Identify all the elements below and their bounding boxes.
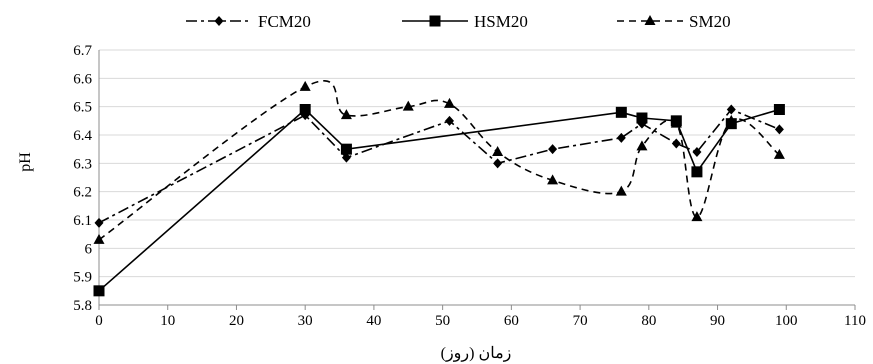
y-tick-label: 5.8 xyxy=(73,298,92,314)
x-tick-label: 80 xyxy=(641,313,656,329)
data-point xyxy=(615,106,627,118)
y-tick-label: 6.5 xyxy=(73,100,92,116)
legend-marker xyxy=(214,16,224,26)
data-point xyxy=(93,233,105,244)
series-HSM20 xyxy=(93,104,785,297)
legend-item: FCM20 xyxy=(186,12,311,31)
data-point xyxy=(726,104,736,115)
y-tick-label: 6.2 xyxy=(73,185,92,201)
y-tick-label: 6.7 xyxy=(73,43,92,59)
series-line xyxy=(98,108,780,292)
series-line xyxy=(98,108,780,224)
x-tick-label: 40 xyxy=(366,313,381,329)
data-point xyxy=(615,185,627,196)
x-tick-label: 110 xyxy=(844,313,866,329)
y-axis-title: pH xyxy=(17,152,34,172)
x-tick-label: 60 xyxy=(504,313,519,329)
data-point xyxy=(548,144,558,155)
data-point xyxy=(691,211,703,222)
series-lines xyxy=(93,80,785,297)
legend-item: HSM20 xyxy=(402,12,528,31)
legend-item: SM20 xyxy=(617,12,731,31)
x-tick-label: 20 xyxy=(229,313,244,329)
x-tick-label: 70 xyxy=(573,313,588,329)
y-tick-label: 5.9 xyxy=(73,270,92,286)
data-point xyxy=(616,132,626,143)
data-point xyxy=(725,114,737,125)
series-FCM20 xyxy=(94,104,784,228)
data-point xyxy=(493,158,503,169)
y-tick-label: 6 xyxy=(85,241,93,257)
y-tick-label: 6.4 xyxy=(73,128,92,144)
legend: FCM20 HSM20 SM20 xyxy=(186,12,731,31)
y-tick-label: 6.1 xyxy=(73,213,92,229)
data-point xyxy=(444,97,456,108)
tick-labels: 5.8 5.9 6 6.1 6.2 6.3 6.4 6.5 6.6 6.7 0 10 20 30 40 50 6… xyxy=(73,43,866,329)
data-point xyxy=(402,100,414,111)
x-tick-label: 90 xyxy=(710,313,725,329)
series-line xyxy=(98,80,780,241)
data-point xyxy=(340,109,352,120)
legend-marker xyxy=(429,15,441,27)
data-point xyxy=(445,115,455,126)
data-point xyxy=(774,124,784,135)
legend-label: SM20 xyxy=(689,12,731,31)
data-point xyxy=(299,80,311,91)
data-point xyxy=(671,138,681,149)
data-point xyxy=(340,143,352,155)
x-tick-label: 10 xyxy=(160,313,175,329)
grid-lines xyxy=(99,49,855,306)
x-axis-title: زمان (روز) xyxy=(441,345,512,362)
axes xyxy=(98,50,856,310)
data-point xyxy=(773,104,785,115)
data-point xyxy=(670,117,682,128)
y-tick-label: 6.6 xyxy=(73,71,92,87)
data-point xyxy=(691,166,703,178)
x-tick-label: 50 xyxy=(435,313,450,329)
data-point xyxy=(692,147,702,157)
data-point xyxy=(492,146,504,156)
y-tick-label: 6.3 xyxy=(73,156,92,172)
data-point xyxy=(341,152,351,163)
legend-marker xyxy=(644,15,656,25)
data-point xyxy=(636,140,648,151)
data-point xyxy=(93,285,105,297)
data-point xyxy=(636,112,648,124)
legend-label: FCM20 xyxy=(258,12,311,31)
x-tick-label: 0 xyxy=(95,313,103,329)
x-tick-label: 100 xyxy=(775,313,798,329)
data-point xyxy=(299,104,311,115)
data-point xyxy=(94,217,104,228)
data-point xyxy=(547,174,559,185)
x-tick-label: 30 xyxy=(298,313,313,329)
series-SM20 xyxy=(93,80,785,244)
legend-label: HSM20 xyxy=(474,12,528,31)
data-point xyxy=(773,148,785,159)
